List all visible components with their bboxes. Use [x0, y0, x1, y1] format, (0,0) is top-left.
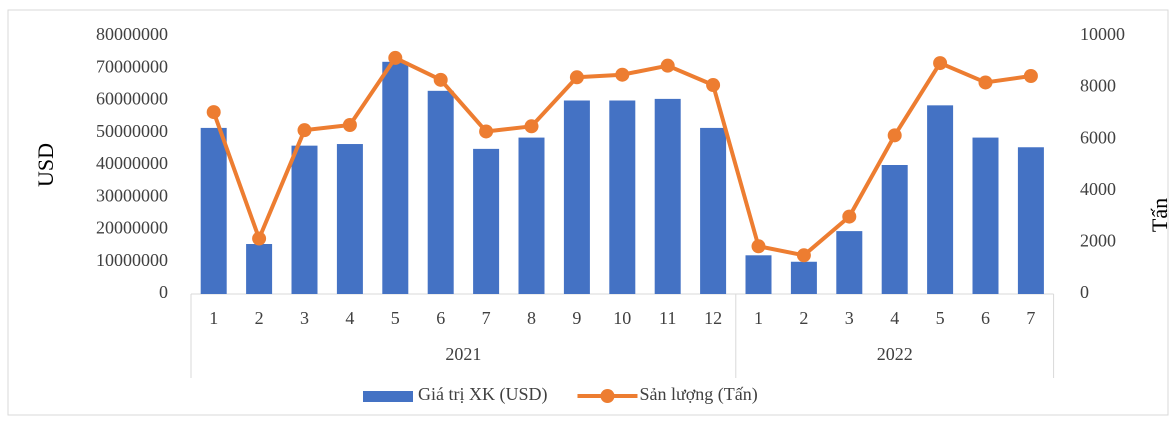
x-tick-label: 10 [613, 308, 631, 328]
x-tick-label: 3 [845, 308, 854, 328]
line-marker [1023, 68, 1038, 83]
y2-tick-label: 10000 [1080, 24, 1125, 44]
y2-tick-label: 2000 [1080, 231, 1116, 251]
bar [336, 144, 363, 294]
y2-tick-label: 0 [1080, 282, 1089, 302]
x-tick-label: 5 [936, 308, 945, 328]
x-tick-label: 7 [1026, 308, 1035, 328]
legend-label: Sản lượng (Tấn) [639, 384, 757, 405]
y2-tick-label: 4000 [1080, 179, 1116, 199]
line-marker [206, 105, 221, 120]
bar [1017, 147, 1044, 294]
legend-swatch [363, 391, 413, 402]
line-marker [615, 67, 630, 82]
line-marker [796, 248, 811, 263]
y-tick-label: 60000000 [96, 89, 168, 109]
x-tick-label: 2 [255, 308, 264, 328]
bar [881, 165, 908, 294]
x-tick-label: 4 [345, 308, 354, 328]
bar [563, 100, 590, 294]
bar [700, 127, 727, 294]
line-marker [388, 50, 403, 65]
chart-border [7, 9, 1169, 416]
y-tick-label: 10000000 [96, 250, 168, 270]
x-tick-label: 7 [482, 308, 491, 328]
y2-tick-label: 8000 [1080, 76, 1116, 96]
y2-axis-label: Tấn [1147, 198, 1172, 232]
line-marker [842, 209, 857, 224]
line-marker [342, 118, 357, 133]
x-tick-label: 1 [209, 308, 218, 328]
y-tick-label: 50000000 [96, 121, 168, 141]
bar [291, 145, 318, 294]
x-tick-label: 12 [704, 308, 722, 328]
x-tick-label: 2 [799, 308, 808, 328]
y-tick-label: 70000000 [96, 56, 168, 76]
bar [654, 98, 681, 294]
y-tick-label: 20000000 [96, 218, 168, 238]
line-marker [433, 72, 448, 87]
bar [745, 255, 772, 294]
y-tick-label: 0 [159, 282, 168, 302]
x-tick-label: 4 [890, 308, 899, 328]
y-tick-label: 30000000 [96, 185, 168, 205]
x-tick-label: 6 [981, 308, 990, 328]
legend-swatch-marker [600, 389, 615, 403]
x-tick-label: 8 [527, 308, 536, 328]
bar [518, 137, 545, 294]
line-marker [751, 239, 766, 254]
bar [427, 90, 454, 294]
bar [836, 231, 863, 294]
x-tick-label: 11 [659, 308, 676, 328]
x-tick-label: 3 [300, 308, 309, 328]
x-tick-label: 9 [572, 308, 581, 328]
y-axis-label: USD [33, 143, 58, 187]
group-label: 2022 [877, 344, 913, 364]
legend-label: Giá trị XK (USD) [418, 384, 547, 405]
x-tick-label: 5 [391, 308, 400, 328]
bar [927, 105, 954, 295]
y-tick-label: 80000000 [96, 24, 168, 44]
line-marker [933, 56, 948, 71]
bar [609, 100, 636, 294]
bar [473, 148, 500, 294]
bar [790, 261, 817, 294]
line-marker [706, 78, 721, 93]
line-marker [297, 123, 312, 138]
group-label: 2021 [445, 344, 481, 364]
line-marker [252, 231, 267, 246]
bar [246, 244, 273, 294]
bar [200, 127, 227, 294]
y-tick-label: 40000000 [96, 153, 168, 173]
line-marker [660, 58, 675, 73]
y2-tick-label: 6000 [1080, 127, 1116, 147]
line-marker [978, 75, 993, 90]
line-marker [569, 70, 584, 85]
bar [972, 137, 999, 294]
line-marker [887, 128, 902, 143]
line-marker [524, 119, 539, 134]
line-marker [479, 124, 494, 139]
x-tick-label: 1 [754, 308, 763, 328]
bar [382, 61, 409, 294]
x-tick-label: 6 [436, 308, 445, 328]
